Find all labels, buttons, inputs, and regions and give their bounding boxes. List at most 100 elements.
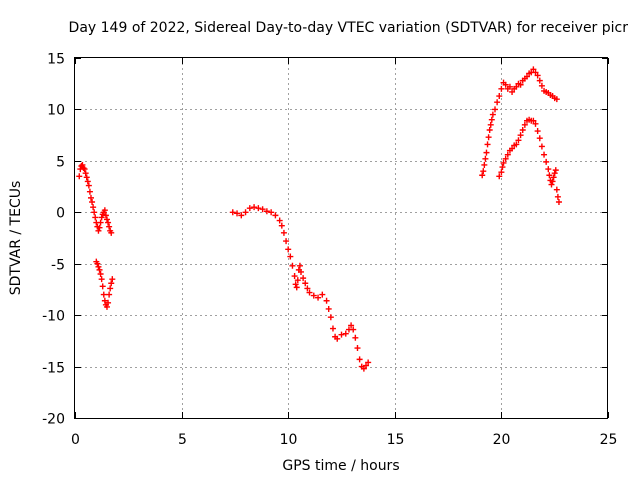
data-point — [338, 331, 345, 338]
data-point — [268, 209, 275, 216]
data-point — [538, 82, 545, 89]
data-point — [108, 229, 115, 236]
data-point — [96, 266, 103, 273]
data-point — [109, 276, 116, 283]
data-point — [272, 212, 279, 219]
series-arc5 — [496, 116, 562, 205]
data-point — [95, 263, 102, 270]
data-point — [87, 194, 94, 201]
data-point — [287, 253, 294, 260]
data-point — [496, 93, 503, 100]
data-point — [251, 204, 258, 211]
data-point — [329, 325, 336, 332]
data-point — [554, 193, 561, 200]
data-point — [255, 205, 262, 212]
data-point — [360, 365, 367, 372]
data-point — [523, 73, 530, 80]
data-point — [103, 303, 110, 310]
data-point — [504, 151, 511, 158]
data-point — [486, 127, 493, 133]
data-point — [101, 207, 108, 214]
data-point — [91, 209, 98, 216]
data-point — [81, 166, 88, 173]
data-point — [296, 262, 303, 269]
data-point — [263, 208, 270, 215]
data-point — [517, 132, 524, 139]
data-point — [291, 273, 298, 280]
data-point — [101, 297, 108, 304]
data-point — [536, 77, 543, 84]
data-point — [304, 285, 311, 292]
chart-title: Day 149 of 2022, Sidereal Day-to-day VTE… — [69, 20, 629, 36]
data-point — [107, 285, 114, 292]
y-tick-label: 5 — [56, 155, 65, 171]
data-point — [506, 83, 513, 90]
data-point — [481, 161, 488, 168]
data-point — [553, 96, 560, 103]
data-point — [300, 275, 307, 282]
data-point — [499, 164, 506, 171]
data-point — [283, 238, 290, 245]
data-point — [102, 212, 109, 219]
data-point — [534, 72, 541, 79]
data-point — [97, 219, 104, 226]
data-point — [530, 66, 537, 73]
data-point — [89, 199, 96, 205]
y-tick-label: -15 — [42, 361, 65, 377]
data-point — [85, 182, 92, 189]
data-point — [99, 283, 106, 290]
data-point — [108, 280, 115, 287]
data-point — [519, 127, 526, 133]
x-tick-label: 15 — [387, 432, 405, 448]
data-point — [549, 178, 556, 185]
x-tick-label: 25 — [600, 432, 618, 448]
data-point — [234, 210, 241, 217]
data-point — [550, 174, 557, 181]
data-point — [105, 219, 112, 226]
data-point — [310, 292, 317, 299]
data-point — [485, 134, 492, 141]
data-point — [502, 155, 509, 162]
data-point — [100, 291, 107, 298]
data-point — [327, 314, 334, 321]
data-point — [278, 222, 285, 229]
data-point — [289, 262, 296, 269]
data-point — [82, 170, 89, 177]
data-point — [532, 120, 539, 127]
y-tick-label: -20 — [42, 412, 65, 428]
data-point — [323, 297, 330, 304]
x-tick-label: 20 — [493, 432, 511, 448]
data-point — [315, 294, 322, 301]
data-point — [98, 276, 105, 283]
data-point — [513, 83, 520, 90]
series-arc2 — [93, 258, 116, 310]
data-point — [293, 284, 300, 291]
data-point — [334, 335, 341, 342]
y-tick-label: -5 — [51, 258, 65, 274]
data-point — [342, 330, 349, 337]
data-point — [285, 246, 292, 253]
data-point — [242, 209, 249, 216]
gridlines — [75, 58, 608, 418]
data-point — [532, 69, 539, 76]
data-point — [536, 135, 543, 142]
data-points — [76, 66, 562, 372]
series-arc3 — [229, 204, 372, 372]
data-point — [489, 111, 496, 118]
series-arc4 — [479, 66, 560, 179]
y-tick-label: 10 — [47, 103, 65, 119]
data-point — [302, 280, 309, 287]
y-tick-label: -10 — [42, 309, 65, 325]
data-point — [498, 85, 505, 92]
axis-ticks: 0 5 10 15 20 25 -20 -15 -10 -5 0 5 10 15 — [42, 52, 617, 449]
data-point — [521, 121, 528, 128]
x-tick-label: 5 — [178, 432, 187, 448]
data-point — [480, 168, 487, 175]
x-tick-label: 10 — [280, 432, 298, 448]
plot-frame — [74, 57, 608, 419]
data-point — [541, 151, 548, 158]
data-point — [496, 173, 503, 180]
data-point — [534, 128, 541, 135]
data-point — [509, 145, 516, 152]
